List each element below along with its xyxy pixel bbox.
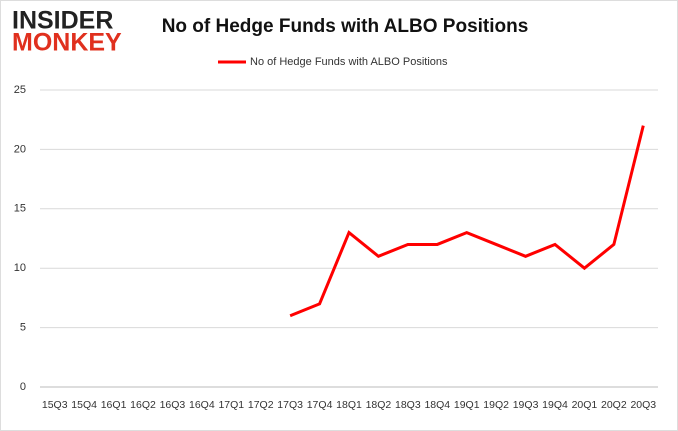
x-tick-label: 16Q4 xyxy=(189,399,215,411)
x-tick-label: 19Q4 xyxy=(542,399,568,411)
x-tick-label: 19Q3 xyxy=(513,399,539,411)
x-tick-label: 17Q1 xyxy=(218,399,244,411)
x-tick-label: 17Q3 xyxy=(277,399,303,411)
y-tick-label: 10 xyxy=(14,262,26,274)
x-tick-label: 17Q2 xyxy=(248,399,274,411)
x-tick-label: 15Q3 xyxy=(42,399,68,411)
y-tick-label: 25 xyxy=(14,84,26,96)
y-tick-label: 5 xyxy=(20,322,26,334)
line xyxy=(289,125,645,318)
x-tick-label: 20Q3 xyxy=(630,399,656,411)
x-tick-label: 20Q1 xyxy=(572,399,598,411)
y-tick-label: 20 xyxy=(14,143,26,155)
x-tick-label: 15Q4 xyxy=(71,399,97,411)
x-tick-label: 20Q2 xyxy=(601,399,627,411)
legend-label: No of Hedge Funds with ALBO Positions xyxy=(250,56,448,68)
x-tick-label: 18Q4 xyxy=(424,399,450,411)
x-tick-label: 18Q3 xyxy=(395,399,421,411)
x-tick-label: 18Q2 xyxy=(366,399,392,411)
y-tick-label: 15 xyxy=(14,203,26,215)
logo-bottom: MONKEY xyxy=(12,29,122,57)
x-tick-label: 16Q3 xyxy=(160,399,186,411)
x-tick-label: 19Q1 xyxy=(454,399,480,411)
y-tick-label: 0 xyxy=(20,381,26,393)
x-tick-label: 19Q2 xyxy=(483,399,509,411)
x-tick-label: 17Q4 xyxy=(307,399,333,411)
x-tick-label: 16Q2 xyxy=(130,399,156,411)
x-tick-label: 16Q1 xyxy=(101,399,127,411)
logo-top: INSIDER xyxy=(12,7,113,35)
x-tick-label: 18Q1 xyxy=(336,399,362,411)
chart-title: No of Hedge Funds with ALBO Positions xyxy=(162,16,529,37)
